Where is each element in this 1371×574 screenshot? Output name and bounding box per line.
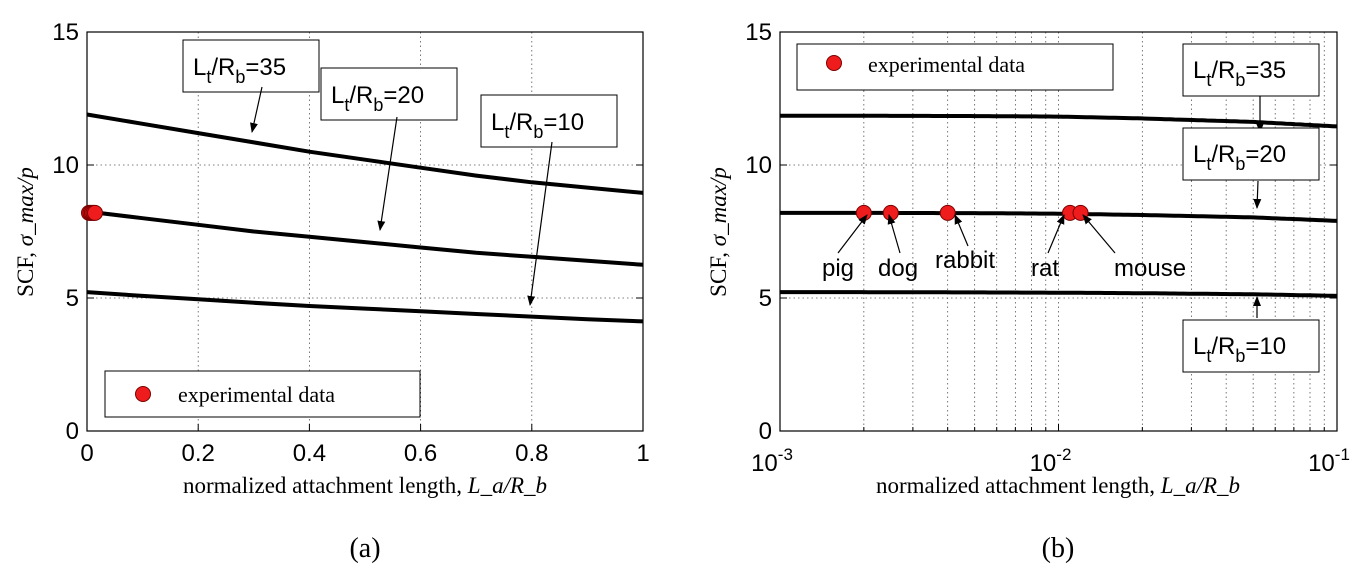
experimental-point-arrow-mouse: [1082, 214, 1116, 254]
series-label-arrow-1: [1253, 180, 1262, 209]
y-tick-label: 0: [759, 418, 772, 445]
legend-label: experimental data: [868, 52, 1025, 77]
series-label-0: Lt/Rb=35: [1193, 57, 1286, 90]
series-label-2: Lt/Rb=10: [1193, 333, 1286, 366]
y-axis-label: SCF, σ_max/p: [706, 167, 731, 297]
y-tick-label: 15: [52, 19, 79, 46]
experimental-point-label-dog: dog: [878, 255, 918, 282]
series-label-1: Lt/Rb=20: [1193, 141, 1286, 174]
series-line-2: [780, 290, 1338, 298]
series-line-2: [86, 290, 644, 324]
experimental-point: [87, 204, 103, 221]
panel-label: (a): [349, 533, 380, 564]
y-tick-label: 10: [745, 152, 772, 179]
series-label-arrow-0: [250, 86, 263, 133]
x-tick-label: 0.4: [293, 440, 326, 467]
experimental-point-label-mouse: mouse: [1114, 255, 1186, 282]
series-line-1: [86, 209, 644, 267]
x-tick-label: 10-1: [1308, 445, 1350, 477]
experimental-point-arrow-rabbit: [954, 214, 969, 247]
series-label-box-0: [182, 39, 320, 93]
y-tick-label: 5: [66, 285, 79, 312]
x-tick-label: 0.6: [404, 440, 437, 467]
experimental-point-arrow-dog: [887, 214, 901, 254]
y-tick-label: 0: [66, 418, 79, 445]
x-tick-label: 0: [80, 440, 93, 467]
series-label-box-1: [1182, 127, 1320, 181]
experimental-point-label-pig: pig: [822, 255, 854, 282]
x-tick-label: 10-3: [751, 445, 793, 477]
series-line-0: [86, 112, 644, 195]
series-label-arrow-1: [377, 116, 398, 231]
legend-label: experimental data: [178, 382, 335, 407]
x-axis-label: normalized attachment length, L_a/R_b: [876, 473, 1240, 498]
x-tick-label: 0.2: [182, 440, 215, 467]
grid: [87, 32, 643, 431]
x-tick-label: 0.8: [515, 440, 548, 467]
legend-box: [796, 43, 1114, 91]
legend-box: [104, 370, 421, 418]
x-tick-label: 10-2: [1030, 445, 1072, 477]
series-label-arrow-2: [527, 141, 553, 306]
x-tick-label: 1: [636, 440, 649, 467]
grid: [780, 32, 1337, 431]
y-tick-label: 10: [52, 152, 79, 179]
series-label-box-2: [1182, 319, 1320, 373]
experimental-point-pig: [855, 204, 872, 221]
x-axis-label: normalized attachment length, L_a/R_b: [183, 473, 547, 498]
series-line-0: [780, 113, 1338, 129]
y-tick-label: 5: [759, 285, 772, 312]
experimental-point-arrow-pig: [837, 214, 868, 254]
chart-panel-b: 0 5 10 15 10-3 10-2 10-1 normalized attachment …: [706, 19, 1350, 564]
y-axis-label: SCF, σ_max/p: [13, 167, 38, 297]
legend-marker: [135, 386, 151, 402]
axes-frame: [86, 31, 644, 432]
series-label-box-0: [1182, 43, 1320, 97]
experimental-point-arrow-rat: [1047, 214, 1065, 254]
series-label-box-2: [480, 94, 618, 148]
legend-marker: [826, 55, 842, 71]
panel-label: (b): [1042, 533, 1075, 564]
experimental-point-label-rabbit: rabbit: [935, 247, 995, 274]
experimental-point-dog: [882, 204, 899, 221]
series-label-0: Lt/Rb=35: [193, 54, 286, 87]
series-line-1: [780, 210, 1338, 223]
series-label-box-1: [320, 67, 458, 121]
y-tick-label: 15: [745, 19, 772, 46]
experimental-point-rabbit: [939, 204, 956, 221]
series-label-1: Lt/Rb=20: [331, 82, 424, 115]
experimental-point-label-rat: rat: [1031, 255, 1059, 282]
chart-panel-a: 0 5 10 15 0 0.2 0.4 0.6 0.8 1 normalized attachmen…: [13, 19, 650, 564]
series-label-2: Lt/Rb=10: [491, 109, 584, 142]
